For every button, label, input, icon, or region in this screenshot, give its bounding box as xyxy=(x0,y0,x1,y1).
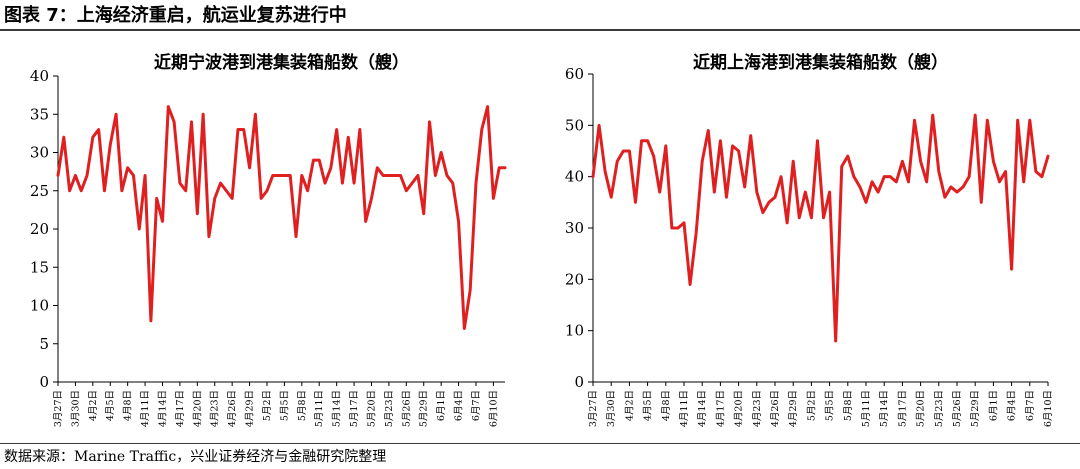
y-tick-label: 30 xyxy=(565,219,584,237)
y-tick-label: 20 xyxy=(30,220,49,238)
series-line xyxy=(56,105,507,330)
y-tick-label: 5 xyxy=(39,335,49,353)
figure-header: 图表 7：上海经济重启，航运业复苏进行中 xyxy=(0,0,1080,31)
x-tick-label: 4月8日 xyxy=(661,390,672,421)
x-tick-label: 5月14日 xyxy=(332,390,343,427)
x-tick-label: 5月20日 xyxy=(916,390,927,427)
y-tick-label: 0 xyxy=(574,373,584,391)
x-tick-label: 4月14日 xyxy=(697,390,708,427)
x-tick-label: 4月26日 xyxy=(770,390,781,427)
x-tick-label: 5月17日 xyxy=(897,390,908,427)
x-tick-label: 5月29日 xyxy=(419,390,430,427)
shanghai-line-chart: 近期上海港到港集装箱船数（艘） 0 10 20 30 40 50 60 3月27日 3月30日 4月… xyxy=(565,52,1054,427)
x-tick-label: 6月10日 xyxy=(1043,390,1054,427)
x-tick-label: 4月5日 xyxy=(105,390,116,421)
x-tick-label: 5月14日 xyxy=(879,390,890,427)
x-tick-label: 4月11日 xyxy=(140,390,151,427)
x-tick-label: 5月11日 xyxy=(314,390,325,427)
x-tick-label: 4月29日 xyxy=(788,390,799,427)
x-tick-label: 6月7日 xyxy=(1025,390,1036,421)
x-tick-label: 6月4日 xyxy=(1007,390,1018,421)
x-tick-label: 4月11日 xyxy=(679,390,690,427)
x-tick-label: 4月23日 xyxy=(752,390,763,427)
ningbo-line-chart: 近期宁波港到港集装箱船数（艘） 0 5 10 15 20 25 30 35 40 3月27日 3月30… xyxy=(30,52,507,427)
x-tick-label: 5月8日 xyxy=(843,390,854,421)
x-tick-label: 5月26日 xyxy=(952,390,963,427)
x-tick-label: 5月2日 xyxy=(262,390,273,421)
x-tick-label: 5月5日 xyxy=(279,390,290,421)
x-tick-label: 3月30日 xyxy=(606,390,617,427)
top-divider xyxy=(0,29,1080,31)
x-tick-label: 5月2日 xyxy=(806,390,817,421)
bottom-divider xyxy=(0,443,1080,444)
x-tick-label: 4月14日 xyxy=(157,390,168,427)
x-tick-label: 4月5日 xyxy=(643,390,654,421)
x-tick-label: 6月1日 xyxy=(436,390,447,421)
x-tick-label: 4月2日 xyxy=(88,390,99,421)
figure-title: 图表 7：上海经济重启，航运业复苏进行中 xyxy=(4,5,347,26)
x-tick-label: 6月10日 xyxy=(488,390,499,427)
y-tick-label: 10 xyxy=(30,297,49,315)
x-tick-label: 6月7日 xyxy=(471,390,482,421)
y-tick-label: 35 xyxy=(30,105,49,123)
series-line xyxy=(591,113,1050,343)
chart-title: 近期上海港到港集装箱船数（艘） xyxy=(693,52,948,73)
x-tick-label: 5月17日 xyxy=(349,390,360,427)
x-tick-label: 5月20日 xyxy=(366,390,377,427)
y-tick-label: 60 xyxy=(565,65,584,83)
x-tick-label: 4月8日 xyxy=(123,390,134,421)
y-tick-label: 40 xyxy=(30,67,49,85)
chart-title: 近期宁波港到港集装箱船数（艘） xyxy=(154,52,409,73)
y-tick-label: 20 xyxy=(565,270,584,288)
x-tick-label: 4月26日 xyxy=(227,390,238,427)
ningbo-chart-panel: 近期宁波港到港集装箱船数（艘） 0 5 10 15 20 25 30 35 40 3月27日 3月30… xyxy=(0,31,540,443)
y-tick-label: 30 xyxy=(30,144,49,162)
y-tick-label: 50 xyxy=(565,116,584,134)
y-tick-label: 25 xyxy=(30,182,49,200)
x-tick-label: 4月23日 xyxy=(210,390,221,427)
x-tick-label: 3月27日 xyxy=(588,390,599,427)
x-tick-label: 5月5日 xyxy=(825,390,836,421)
y-tick-label: 40 xyxy=(565,168,584,186)
y-tick-label: 15 xyxy=(30,258,49,276)
x-tick-label: 6月4日 xyxy=(454,390,465,421)
x-tick-label: 5月23日 xyxy=(384,390,395,427)
x-tick-label: 5月8日 xyxy=(297,390,308,421)
x-tick-label: 5月11日 xyxy=(861,390,872,427)
x-tick-label: 4月2日 xyxy=(624,390,635,421)
x-tick-label: 4月20日 xyxy=(192,390,203,427)
y-tick-label: 0 xyxy=(39,373,49,391)
x-tick-label: 4月17日 xyxy=(715,390,726,427)
x-tick-label: 4月17日 xyxy=(175,390,186,427)
x-tick-label: 3月27日 xyxy=(53,390,64,427)
x-tick-label: 5月29日 xyxy=(970,390,981,427)
y-tick-label: 10 xyxy=(565,322,584,340)
x-tick-label: 4月29日 xyxy=(245,390,256,427)
x-tick-label: 6月1日 xyxy=(988,390,999,421)
source-note: 数据来源：Marine Traffic，兴业证券经济与金融研究院整理 xyxy=(4,449,387,465)
x-tick-label: 5月26日 xyxy=(401,390,412,427)
x-tick-label: 5月23日 xyxy=(934,390,945,427)
x-tick-label: 3月30日 xyxy=(70,390,81,427)
x-tick-label: 4月20日 xyxy=(734,390,745,427)
shanghai-chart-panel: 近期上海港到港集装箱船数（艘） 0 10 20 30 40 50 60 3月27日 3月30日 4月… xyxy=(540,31,1080,443)
